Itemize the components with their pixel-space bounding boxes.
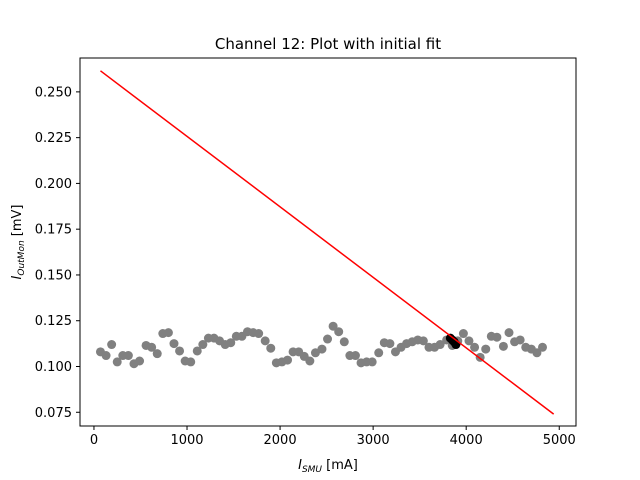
data-point (305, 356, 315, 366)
y-axis-label-main: I (10, 275, 25, 279)
y-axis-label-sub: OutMon (17, 240, 27, 276)
plot-area (80, 58, 576, 426)
x-tick-label: 4000 (450, 433, 483, 448)
data-point (470, 342, 480, 352)
x-axis: 0 1000 2000 3000 4000 5000 (90, 426, 576, 448)
data-point (464, 336, 474, 346)
y-axis-label: IOutMon [mV] (10, 205, 27, 280)
data-point (374, 348, 384, 358)
data-point (458, 329, 468, 339)
data-point (152, 349, 162, 359)
data-point (385, 339, 395, 349)
data-point (107, 340, 117, 350)
data-point (328, 321, 338, 331)
chart-title: Channel 12: Plot with initial fit (215, 35, 441, 53)
x-tick-label: 1000 (170, 433, 203, 448)
data-point (515, 335, 525, 345)
x-axis-label-unit: [mA] (322, 458, 358, 473)
x-tick-label: 2000 (264, 433, 297, 448)
data-point (538, 342, 547, 352)
data-point (367, 357, 377, 367)
data-point (198, 340, 208, 350)
data-point (435, 340, 445, 350)
data-point (175, 346, 185, 356)
y-tick-label: 0.100 (35, 360, 72, 375)
data-point (135, 356, 145, 366)
y-axis: 0.075 0.100 0.125 0.150 0.175 0.200 0.225 0.250 (35, 85, 80, 421)
data-point (192, 346, 202, 356)
data-point (418, 336, 428, 346)
y-axis-label-unit: [mV] (10, 205, 25, 241)
data-point (498, 341, 508, 351)
x-axis-label: ISMU [mA] (298, 458, 358, 475)
data-point (266, 343, 276, 353)
data-point (481, 344, 491, 354)
plot-frame (79, 57, 577, 427)
y-tick-label: 0.250 (35, 85, 72, 100)
data-point (147, 342, 157, 352)
data-point (350, 351, 360, 361)
data-point (492, 332, 502, 342)
data-point (317, 344, 327, 354)
data-point (226, 338, 236, 348)
data-point (504, 328, 514, 338)
y-tick-label: 0.225 (35, 131, 72, 146)
data-point (283, 355, 293, 365)
data-point (169, 339, 179, 349)
x-tick-label: 3000 (357, 433, 390, 448)
y-tick-label: 0.075 (35, 406, 72, 421)
data-point (123, 351, 133, 361)
y-tick-label: 0.150 (35, 268, 72, 283)
x-axis-label-sub: SMU (302, 465, 322, 475)
data-point (339, 337, 349, 347)
y-tick-label: 0.175 (35, 223, 72, 238)
x-tick-label: 5000 (543, 433, 576, 448)
data-point (323, 334, 333, 344)
y-tick-label: 0.200 (35, 177, 72, 192)
data-point (260, 336, 270, 346)
data-point (163, 328, 173, 338)
fit-point (451, 340, 461, 350)
x-tick-label: 0 (90, 433, 98, 448)
data-point (334, 327, 344, 337)
data-point (532, 348, 542, 358)
data-point (101, 351, 111, 361)
fit-line (100, 70, 555, 415)
y-tick-label: 0.125 (35, 314, 72, 329)
x-axis-label-main: I (298, 458, 302, 473)
data-point (186, 357, 196, 367)
data-point (254, 329, 264, 339)
data-point (112, 357, 122, 367)
data-layer (95, 70, 555, 415)
